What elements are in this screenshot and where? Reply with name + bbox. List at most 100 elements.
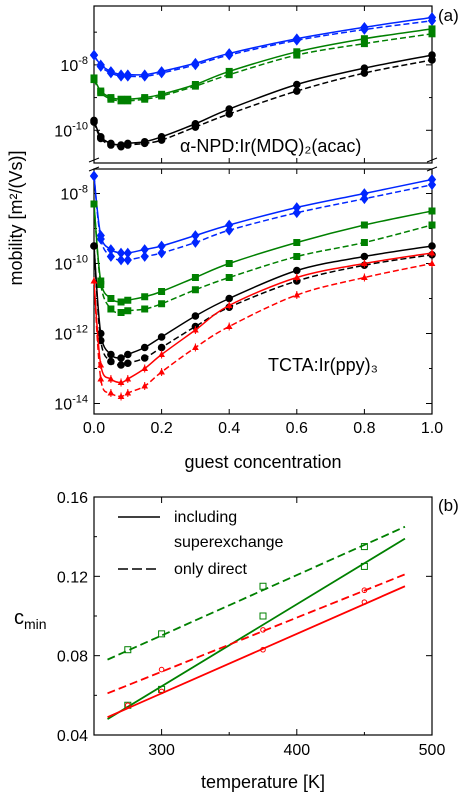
a-bottom-series-1-point-8 (225, 224, 234, 236)
a-bottom-xtick-label-4: 0.8 (353, 420, 375, 437)
a-top-ytick-label-base-1: 10 (54, 123, 72, 140)
a-top-series-3-line (94, 33, 432, 102)
a-bottom-series-3-point-10 (360, 239, 368, 246)
a-bottom-xtick-label-5: 1.0 (421, 420, 443, 437)
a-bottom-series-4-point-3 (117, 354, 125, 362)
a-bottom-xtick-label-0: 0.0 (83, 420, 105, 437)
a-bottom-series-1-point-10 (360, 193, 369, 205)
a-top-ytick-label-0: 10-8 (60, 55, 88, 75)
annotation-npd: α-NPD:Ir(MDQ)₂(acac) (180, 136, 361, 156)
a-top-series-3-point-11 (428, 30, 436, 38)
a-bottom-series-2-point-4 (124, 296, 132, 304)
a-bottom-series-1-point-9 (292, 207, 301, 219)
a-bottom-series-4-point-6 (157, 333, 166, 341)
a-top-series-5-point-11 (428, 56, 436, 64)
a-bottom-series-2-point-3 (117, 298, 125, 306)
a-bottom-ytick-label-3: 10-14 (54, 394, 88, 414)
b-series-1-point-1 (158, 630, 166, 638)
a-bottom-series-4-point-5 (140, 343, 149, 352)
a-top-series-1-point-2 (106, 67, 116, 79)
b-xtick-label-2: 500 (419, 742, 446, 759)
a-top-series-1-point-5 (140, 71, 149, 82)
a-bottom-xtick-label-3: 0.6 (286, 420, 308, 437)
a-top-series-3-point-6 (158, 92, 166, 100)
a-bottom-ytick-label-base-1: 10 (54, 257, 72, 274)
a-bottom-series-6-point-6 (158, 350, 165, 357)
a-bottom-series-4-point-4 (124, 350, 132, 359)
a-top-series-3-point-10 (360, 40, 368, 48)
a-bottom-series-5-point-5 (140, 354, 149, 362)
a-bottom-series-1-point-0 (89, 170, 99, 182)
legend-label-superexchange: superexchange (174, 534, 284, 551)
b-ytick-label-3: 0.16 (57, 490, 88, 507)
a-top-series-3-point-3 (117, 97, 125, 105)
a-bottom-series-2-point-10 (360, 221, 368, 229)
a-top-series-0-line (94, 16, 432, 76)
panel-a-top-frame (93, 5, 433, 164)
a-bottom-series-7-point-1 (97, 375, 105, 382)
a-top-series-1-point-1 (96, 61, 105, 72)
a-bottom-series-6-point-2 (107, 375, 115, 382)
a-bottom-series-4-point-11 (428, 242, 436, 250)
a-bottom-ytick-label-exp-1: -10 (72, 254, 88, 266)
a-top-series-3-point-0 (90, 76, 98, 84)
a-bottom-ytick-label-base-3: 10 (54, 397, 72, 414)
a-bottom-series-4-point-10 (360, 252, 369, 261)
a-bottom-series-4-point-7 (191, 312, 200, 320)
a-top-series-1-point-9 (292, 35, 301, 46)
a-bottom-series-1-point-1 (96, 233, 105, 245)
a-bottom-series-2-point-2 (107, 295, 115, 302)
b-series-0-line (107, 537, 406, 720)
a-bottom-series-4-point-9 (293, 266, 301, 275)
a-bottom-ytick-label-exp-3: -14 (72, 394, 88, 406)
a-top-series-5-point-10 (360, 69, 369, 77)
x-axis-title-guest: guest concentration (184, 452, 341, 472)
a-bottom-series-7-point-2 (107, 389, 115, 396)
a-bottom-series-7-point-7 (192, 343, 199, 350)
b-xtick-label-0: 300 (148, 742, 175, 759)
a-top-series-1-point-7 (191, 59, 200, 71)
y-axis-title-cmin-base: c (14, 607, 24, 629)
b-series-1-point-3 (360, 543, 368, 551)
a-bottom-series-3-point-7 (191, 286, 199, 294)
a-bottom-ytick-label-2: 10-12 (54, 324, 88, 344)
a-bottom-series-7-point-11 (428, 259, 436, 266)
a-bottom-xtick-label-2: 0.4 (218, 420, 240, 437)
a-bottom-series-7-line (94, 262, 432, 398)
a-bottom-series-3-point-3 (117, 309, 125, 316)
a-bottom-series-1-point-11 (427, 179, 437, 191)
b-xtick-label-1: 400 (283, 742, 310, 759)
a-top-series-3-point-1 (97, 89, 105, 97)
a-top-series-4-point-9 (293, 80, 301, 89)
a-bottom-series-7-point-4 (124, 389, 132, 396)
a-top-ytick-label-exp-1: -10 (72, 120, 88, 132)
b-series-0-point-2 (259, 612, 267, 620)
a-top-series-1-point-4 (123, 71, 132, 82)
a-bottom-series-5-point-3 (117, 361, 125, 369)
a-bottom-series-3-point-2 (107, 305, 115, 313)
a-bottom-series-3-point-11 (428, 221, 436, 229)
a-top-series-5-point-1 (96, 134, 105, 143)
a-bottom-series-7-point-9 (293, 291, 301, 298)
a-top-ytick-label-exp-0: -8 (78, 55, 88, 67)
a-top-series-3-point-5 (141, 95, 149, 103)
a-bottom-series-3-point-6 (158, 300, 166, 308)
a-top-series-3-point-9 (293, 51, 301, 59)
a-bottom-series-3-point-1 (97, 281, 105, 288)
a-bottom-series-2-point-9 (293, 239, 301, 246)
a-bottom-series-2-point-11 (428, 207, 436, 215)
b-series-3-point-2 (361, 587, 368, 594)
a-bottom-series-3-point-0 (90, 200, 98, 208)
panel-a-bottom-frame (93, 168, 433, 415)
a-top-series-5-point-2 (107, 141, 115, 149)
y-axis-title-mobility: mobility [m²/(Vs)] (6, 151, 26, 286)
a-bottom-series-5-point-2 (107, 357, 115, 366)
a-bottom-ytick-label-exp-2: -12 (72, 324, 88, 336)
a-bottom-series-2-point-8 (225, 260, 233, 267)
b-series-3-point-0 (158, 666, 165, 673)
b-series-2-line (107, 585, 406, 718)
a-bottom-series-5-line (94, 245, 432, 366)
